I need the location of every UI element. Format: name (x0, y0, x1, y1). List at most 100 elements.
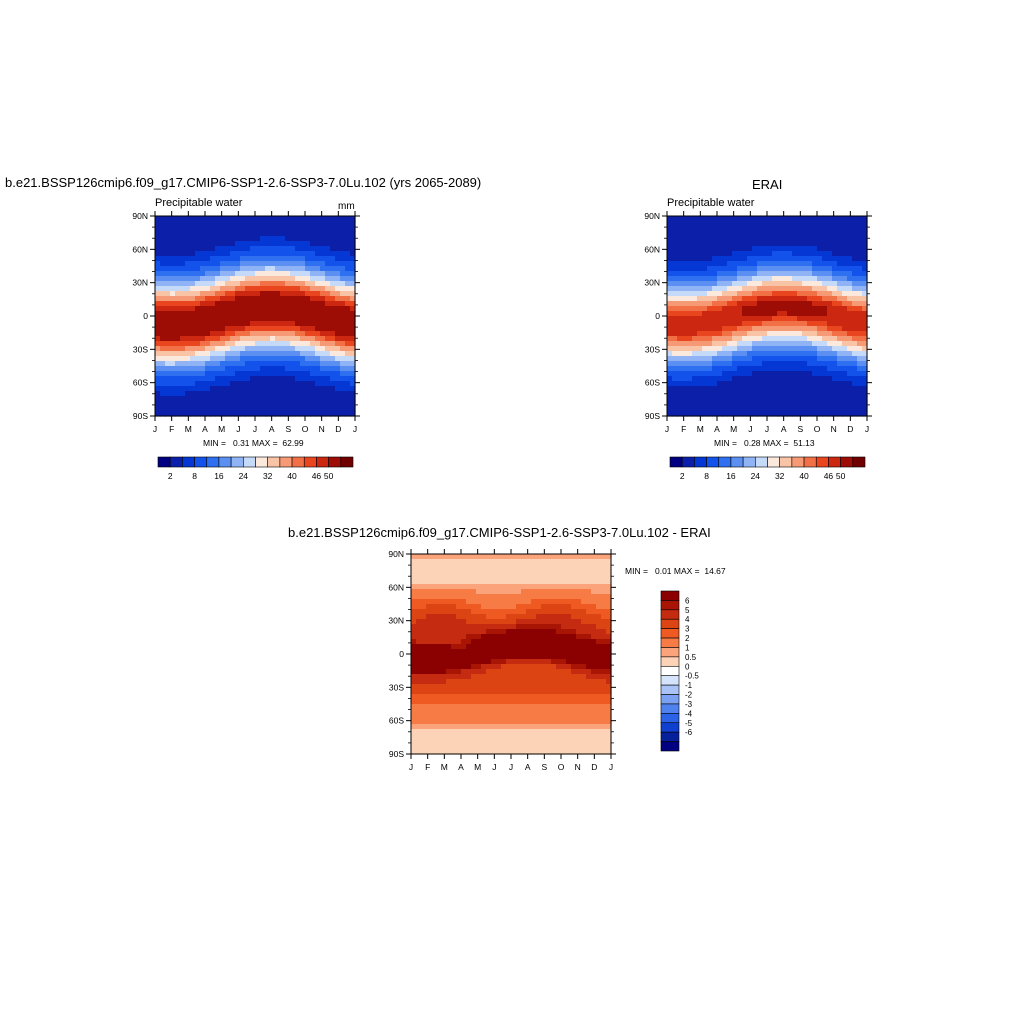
contour-cell (265, 411, 271, 417)
contour-cell (737, 296, 743, 302)
contour-cell (325, 261, 331, 267)
contour-cell (471, 664, 477, 670)
contour-cell (160, 286, 166, 292)
contour-cell (265, 231, 271, 237)
contour-cell (225, 326, 231, 332)
contour-cell (536, 719, 542, 725)
contour-cell (491, 634, 497, 640)
contour-cell (185, 241, 191, 247)
contour-cell (556, 669, 562, 675)
contour-cell (797, 361, 803, 367)
contour-cell (280, 246, 286, 252)
contour-cell (521, 739, 527, 745)
contour-cell (345, 266, 351, 272)
contour-cell (250, 286, 256, 292)
contour-cell (521, 679, 527, 685)
contour-cell (732, 351, 738, 357)
contour-cell (832, 276, 838, 282)
contour-cell (260, 341, 266, 347)
contour-cell (180, 391, 186, 397)
contour-cell (300, 381, 306, 387)
contour-cell (426, 554, 432, 560)
contour-cell (275, 371, 281, 377)
erai-colorbar: 2 8 16 24 32 40 46 50 (669, 456, 866, 481)
contour-cell (782, 251, 788, 257)
contour-cell (451, 744, 457, 750)
contour-cell (767, 221, 773, 227)
contour-cell (526, 679, 532, 685)
contour-cell (215, 311, 221, 317)
contour-cell (160, 316, 166, 322)
contour-cell (717, 296, 723, 302)
contour-cell (727, 371, 733, 377)
contour-cell (250, 396, 256, 402)
contour-cell (762, 316, 768, 322)
contour-cell (586, 649, 592, 655)
contour-cell (546, 664, 552, 670)
contour-cell (170, 296, 176, 302)
contour-cell (571, 584, 577, 590)
contour-cell (471, 609, 477, 615)
contour-cell (516, 584, 522, 590)
contour-cell (752, 216, 758, 222)
contour-cell (280, 296, 286, 302)
contour-cell (767, 286, 773, 292)
contour-cell (827, 366, 833, 372)
contour-cell (601, 749, 607, 755)
contour-cell (160, 291, 166, 297)
contour-cell (270, 381, 276, 387)
contour-cell (862, 376, 868, 382)
contour-cell (717, 376, 723, 382)
contour-cell (717, 236, 723, 242)
contour-cell (320, 366, 326, 372)
contour-cell (155, 376, 161, 382)
contour-cell (777, 226, 783, 232)
contour-cell (581, 699, 587, 705)
contour-cell (511, 709, 517, 715)
contour-cell (335, 281, 341, 287)
contour-cell (812, 406, 818, 412)
contour-cell (250, 251, 256, 257)
contour-cell (225, 276, 231, 282)
contour-cell (340, 366, 346, 372)
contour-cell (180, 331, 186, 337)
contour-cell (441, 739, 447, 745)
contour-cell (516, 744, 522, 750)
contour-cell (155, 346, 161, 352)
contour-cell (446, 659, 452, 665)
contour-cell (160, 281, 166, 287)
contour-cell (491, 664, 497, 670)
contour-cell (175, 301, 181, 307)
contour-cell (727, 341, 733, 347)
contour-cell (451, 689, 457, 695)
contour-cell (556, 689, 562, 695)
contour-cell (591, 564, 597, 570)
contour-cell (340, 401, 346, 407)
contour-cell (551, 669, 557, 675)
contour-cell (787, 261, 793, 267)
contour-cell (732, 296, 738, 302)
contour-cell (491, 569, 497, 575)
contour-cell (466, 704, 472, 710)
contour-cell (481, 574, 487, 580)
contour-cell (501, 699, 507, 705)
contour-cell (270, 371, 276, 377)
colorbar-swatch (828, 456, 841, 468)
contour-cell (170, 266, 176, 272)
contour-cell (606, 569, 612, 575)
contour-cell (240, 341, 246, 347)
contour-cell (812, 351, 818, 357)
contour-cell (817, 381, 823, 387)
contour-cell (411, 634, 417, 640)
contour-cell (195, 346, 201, 352)
contour-cell (205, 221, 211, 227)
contour-cell (847, 376, 853, 382)
contour-cell (536, 674, 542, 680)
contour-cell (461, 669, 467, 675)
contour-cell (471, 589, 477, 595)
contour-cell (436, 709, 442, 715)
contour-cell (797, 331, 803, 337)
contour-cell (310, 391, 316, 397)
contour-cell (200, 296, 206, 302)
contour-cell (752, 296, 758, 302)
